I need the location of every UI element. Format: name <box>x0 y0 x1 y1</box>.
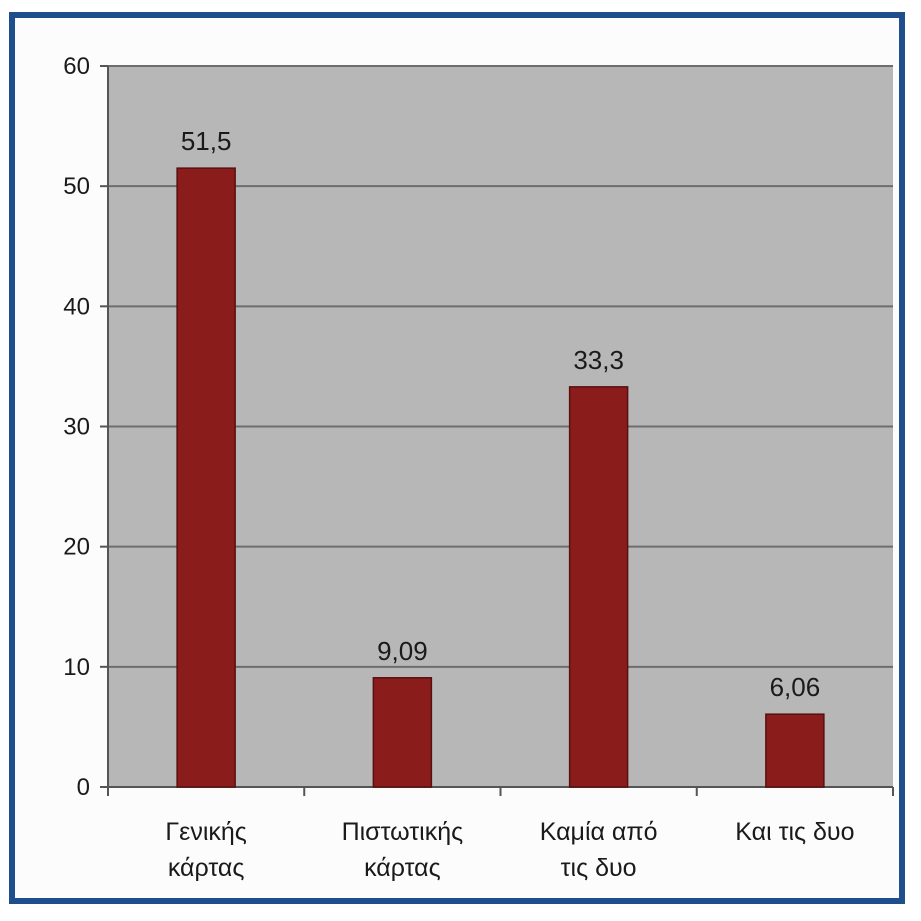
bar-1 <box>372 677 433 788</box>
data-label-0: 51,5 <box>181 126 232 156</box>
y-tick-label-10: 10 <box>63 654 90 681</box>
bar-0 <box>176 167 236 788</box>
data-label-2: 33,3 <box>573 345 624 375</box>
category-label-2-line-1: τις δυο <box>561 854 637 882</box>
data-label-1: 9,09 <box>377 636 428 666</box>
y-tick-label-30: 30 <box>63 414 90 441</box>
bar-2 <box>568 386 629 788</box>
category-label-0-line-1: κάρτας <box>168 854 245 882</box>
category-label-1-line-0: Πιστωτικής <box>342 818 464 846</box>
bars <box>176 167 825 788</box>
y-tick-label-60: 60 <box>63 53 90 80</box>
y-tick-label-40: 40 <box>63 293 90 320</box>
data-label-3: 6,06 <box>770 672 821 702</box>
axes <box>100 65 894 796</box>
y-tick-label-0: 0 <box>77 774 90 801</box>
category-label-2-line-0: Καμία από <box>540 818 658 846</box>
bar-3 <box>765 713 825 788</box>
grid-lines <box>108 65 893 668</box>
category-label-0-line-0: Γενικής <box>165 818 246 846</box>
category-label-1-line-1: κάρτας <box>364 854 441 882</box>
category-label-3-line-0: Και τις δυο <box>735 818 854 846</box>
labels: 0 10 20 30 40 50 60 51,5 Γενικής κάρτας 9,09 Πιστωτ… <box>63 53 854 882</box>
y-tick-label-20: 20 <box>63 534 90 561</box>
y-tick-label-50: 50 <box>63 173 90 200</box>
